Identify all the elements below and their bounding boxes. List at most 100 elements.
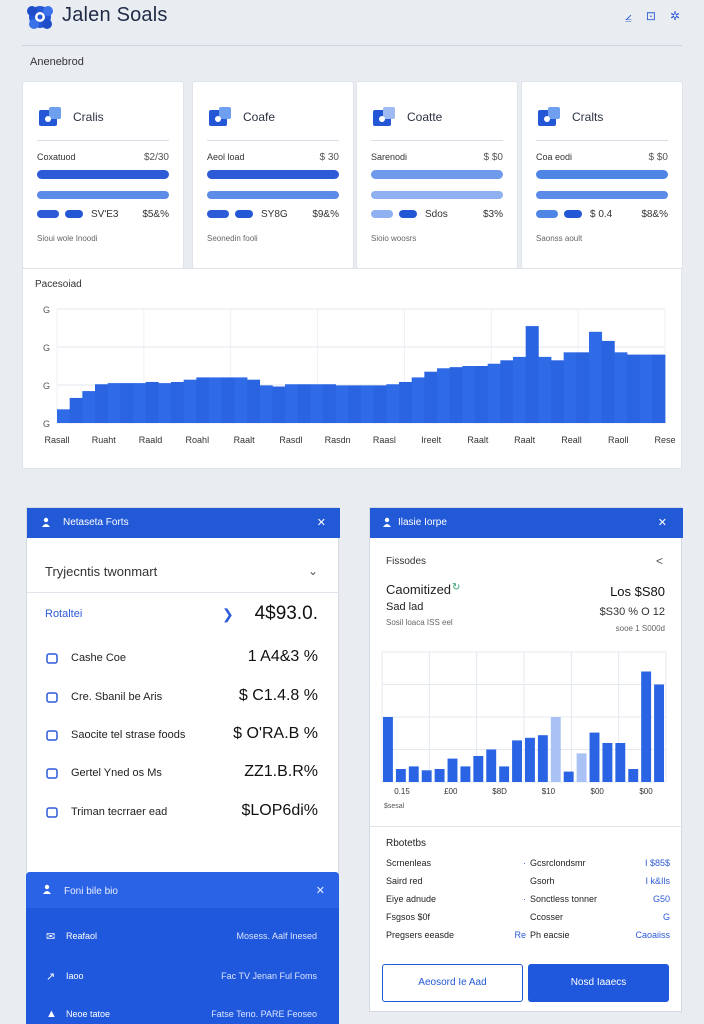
detail-value: Re bbox=[514, 930, 526, 940]
secondary-button[interactable]: Aeosord Ie Aad bbox=[382, 964, 523, 1002]
card-stat: $9&% bbox=[312, 209, 339, 220]
grid-icon[interactable]: ⊡ bbox=[645, 9, 656, 23]
chart-bar bbox=[383, 717, 393, 782]
chart-bar bbox=[348, 385, 362, 423]
chart-bar bbox=[512, 740, 522, 782]
total-value: 4$93.0. bbox=[254, 603, 318, 624]
settings-icon[interactable]: ✲ bbox=[669, 9, 680, 23]
chart-bar bbox=[486, 749, 497, 782]
row-label: Reafaol bbox=[66, 931, 98, 941]
chart-bar bbox=[525, 737, 535, 782]
left-panel-header: Netaseta Forts ✕ bbox=[27, 508, 340, 538]
chart-bar bbox=[602, 743, 613, 782]
chart-bar bbox=[69, 397, 83, 423]
card-progress-bar bbox=[37, 191, 169, 199]
chart-icon[interactable]: ⦤ bbox=[624, 9, 632, 23]
row-label: Gertel Yned os Ms bbox=[71, 767, 162, 779]
close-icon[interactable]: ✕ bbox=[316, 517, 326, 529]
list-item[interactable]: ✉ Reafaol Mosess. Aalf Inesed bbox=[26, 922, 339, 958]
list-item[interactable]: Saocite tel strase foods $ O'RA.B % bbox=[27, 720, 340, 756]
card-title: Cralis bbox=[73, 110, 104, 124]
summary-card[interactable]: Coatte Sarenodi $ $0 Sdos $3% Sioio woosrs bbox=[356, 81, 518, 269]
chart-bar bbox=[537, 735, 548, 782]
app-icon bbox=[209, 107, 231, 126]
detail-value: I k&Ils bbox=[645, 876, 670, 886]
row-icon: ↗ bbox=[46, 971, 56, 983]
header-divider bbox=[22, 45, 682, 46]
bookmark-icon bbox=[46, 768, 58, 779]
refresh-icon bbox=[46, 807, 58, 818]
detail-row: Gsorh I k&Ils bbox=[530, 876, 670, 890]
card-title: Cralts bbox=[572, 110, 604, 124]
legend-dots bbox=[235, 210, 253, 218]
card-footer: Seonedin fooli bbox=[207, 234, 258, 243]
app-icon bbox=[538, 107, 560, 126]
divider bbox=[370, 826, 683, 827]
row-icon: ▲ bbox=[46, 1008, 57, 1020]
chart-bar bbox=[408, 766, 419, 782]
tag-icon bbox=[46, 692, 58, 703]
x-tick-label: Reall bbox=[561, 435, 582, 445]
legend-dots bbox=[564, 210, 582, 218]
card-value: $2/30 bbox=[143, 152, 169, 163]
detail-row: Sonctless tonner G50 bbox=[530, 894, 670, 908]
chevron-left-icon[interactable]: < bbox=[655, 554, 663, 568]
header-icons: ⦤ ⊡ ✲ bbox=[625, 9, 680, 24]
x-tick-label: Rasdn bbox=[325, 435, 351, 445]
row-value: $ O'RA.B % bbox=[233, 725, 318, 742]
list-item[interactable]: Cashe Coe 1 A4&3 % bbox=[27, 643, 340, 679]
card-stat: $3% bbox=[482, 209, 503, 220]
detail-value: · bbox=[523, 894, 526, 904]
x-tick-label: Raalt bbox=[467, 435, 489, 445]
details-title: Rbotetbs bbox=[386, 838, 427, 849]
list-item[interactable]: Cre. Sbanil be Aris $ C1.4.8 % bbox=[27, 682, 340, 718]
detail-row: Fsgsos $0f bbox=[386, 912, 526, 926]
primary-button[interactable]: Nosd Iaaecs bbox=[528, 964, 669, 1002]
right-bar-chart: 0.15 £00 $8D $10 $00 $00 $sesal bbox=[381, 651, 667, 810]
x-tick-label: $8D bbox=[492, 787, 507, 796]
chart-bar bbox=[209, 377, 223, 423]
detail-label: Ccosser bbox=[530, 912, 564, 922]
chart-bar bbox=[475, 366, 489, 423]
card-stat: $5&% bbox=[142, 209, 169, 220]
row-label: Triman tecrraer ead bbox=[71, 806, 168, 818]
list-item[interactable]: Triman tecrraer ead $LOP6di% bbox=[27, 797, 340, 833]
summary-card[interactable]: Coafe Aeol load $ 30 SY8G $9&% Seonedin fooli bbox=[192, 81, 354, 269]
chart-bar bbox=[473, 756, 484, 782]
x-tick-label: $00 bbox=[639, 787, 653, 796]
divider bbox=[371, 140, 503, 141]
detail-row: Ph eacsie Caoaiiss bbox=[530, 930, 670, 944]
close-icon[interactable]: ✕ bbox=[657, 517, 667, 529]
card-stat: SY8G bbox=[261, 209, 288, 220]
list-item[interactable]: ▲ Neoe tatoe Fatse Teno. PARE Feoseo bbox=[26, 1000, 339, 1024]
chart-bar bbox=[615, 743, 626, 782]
detail-value: · bbox=[523, 858, 526, 868]
detail-label: Gcsrclondsmr bbox=[530, 858, 586, 868]
row-value: Fatse Teno. PARE Feoseo bbox=[211, 1009, 317, 1019]
detail-row: Scrnenleas · bbox=[386, 858, 526, 872]
detail-label: Gsorh bbox=[530, 876, 555, 886]
right-note-value: sooe 1 S000d bbox=[615, 624, 665, 633]
chart-bar bbox=[589, 331, 603, 423]
close-icon[interactable]: ✕ bbox=[315, 885, 325, 897]
arrow-icon[interactable]: ❯ bbox=[222, 606, 234, 622]
app-icon bbox=[39, 107, 61, 126]
refresh-icon[interactable]: ↻ bbox=[452, 582, 461, 593]
summary-card[interactable]: Cralis Coxatuod $2/30 SV'E3 $5&% Sioui wole I… bbox=[22, 81, 184, 269]
detail-value: I $85$ bbox=[644, 858, 670, 868]
list-item[interactable]: ↗ Iaoo Fac TV Jenan Ful Foms bbox=[26, 962, 339, 998]
detail-label: Ph eacsie bbox=[530, 930, 570, 940]
chart-bar bbox=[259, 385, 273, 423]
chevron-down-icon[interactable]: ⌄ bbox=[307, 564, 318, 578]
chart-bar bbox=[589, 732, 600, 782]
detail-label: Scrnenleas bbox=[386, 858, 432, 868]
detail-row: Eiye adnude · bbox=[386, 894, 526, 908]
card-footer: Sioio woosrs bbox=[371, 234, 417, 243]
card-label: Coxatuod bbox=[37, 152, 76, 162]
list-item[interactable]: Gertel Yned os Ms ZZ1.B.R% bbox=[27, 758, 340, 794]
chart-bar bbox=[120, 383, 134, 423]
summary-card[interactable]: Cralts Coa eodi $ $0 $ 0.4 $8&% Saonss aoult bbox=[521, 81, 683, 269]
chart-bar bbox=[196, 377, 210, 423]
chart-bar bbox=[601, 340, 615, 423]
chart-bar bbox=[158, 383, 172, 423]
